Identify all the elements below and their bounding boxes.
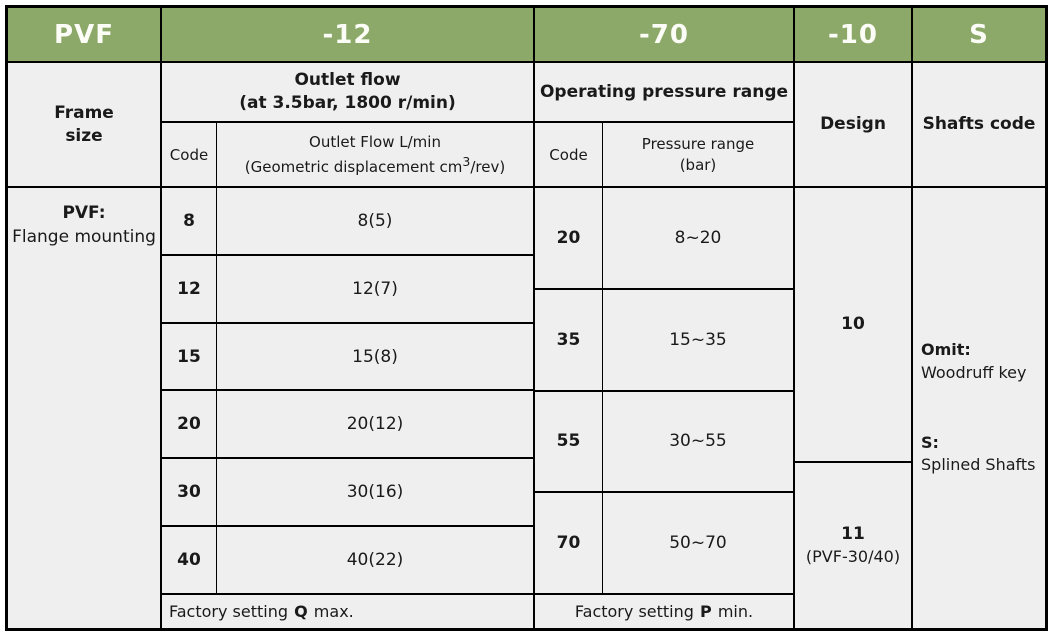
shaft-code-splined: S: — [921, 433, 939, 452]
shafts-options-cell: Omit: Woodruff key S: Splined Shafts — [913, 188, 1045, 628]
shaft-label-splined: Splined Shafts — [921, 455, 1036, 475]
model-code-pressure: -70 — [535, 8, 793, 63]
flow-value-column-header: Outlet Flow L/min (Geometric displacemen… — [217, 123, 533, 186]
flow-code-cell: 8 — [162, 188, 217, 254]
design-code-10: 10 — [841, 314, 865, 335]
pressure-data-rows: 20 8~20 35 15~35 55 30~55 70 50~70 — [535, 188, 793, 595]
pvf-model-code-table: PVF Frame size PVF: Flange mounting -12 … — [5, 5, 1048, 631]
shaft-option-splined: S: Splined Shafts — [921, 432, 1045, 477]
pressure-range-header-line2: (bar) — [679, 155, 717, 174]
flow-row: 15 15(8) — [162, 323, 533, 392]
shaft-label-omit: Woodruff key — [921, 362, 1027, 382]
design-note-11: (PVF-30/40) — [805, 547, 901, 567]
shafts-code-header: Shafts code — [913, 63, 1045, 188]
frame-size-header: Frame size — [8, 63, 160, 188]
model-code-flow: -12 — [162, 8, 533, 63]
design-option-10: 10 — [795, 188, 911, 463]
flow-value-cell: 15(8) — [352, 346, 398, 367]
column-frame-size: PVF Frame size PVF: Flange mounting — [8, 8, 162, 628]
model-code-design: -10 — [795, 8, 911, 63]
frame-size-header-line1: Frame — [54, 102, 114, 123]
column-pressure-range: -70 Operating pressure range Code Pressu… — [535, 8, 795, 628]
flow-value-cell: 40(22) — [346, 550, 404, 571]
pressure-range-cell: 30~55 — [669, 431, 727, 452]
flow-code-cell: 12 — [162, 255, 217, 322]
flow-value-cell: 20(12) — [346, 414, 404, 435]
flow-code-column-header: Code — [162, 123, 217, 186]
frame-mounting-cell: PVF: Flange mounting — [8, 188, 160, 628]
pressure-range-cell: 8~20 — [674, 227, 722, 248]
outlet-flow-header-line1: Outlet flow — [294, 70, 401, 91]
design-option-11: 11 (PVF-30/40) — [795, 463, 911, 628]
pressure-range-header-line1: Pressure range — [641, 134, 755, 153]
design-header: Design — [795, 63, 911, 188]
pressure-code-cell: 20 — [535, 188, 603, 288]
flow-data-rows: 8 8(5) 12 12(7) 15 15(8) 20 20(12) 30 30… — [162, 188, 533, 595]
frame-mounting-code: PVF: — [62, 203, 106, 223]
flow-row: 20 20(12) — [162, 391, 533, 460]
flow-row: 40 40(22) — [162, 527, 533, 595]
outlet-flow-header-line2: (at 3.5bar, 1800 r/min) — [239, 93, 456, 113]
flow-code-cell: 15 — [162, 323, 217, 390]
flow-value-cell: 8(5) — [357, 210, 393, 231]
pressure-range-cell: 50~70 — [669, 533, 727, 554]
flow-factory-setting: Factory setting Q max. — [169, 602, 354, 621]
flow-row: 12 12(7) — [162, 255, 533, 324]
pressure-row: 20 8~20 — [535, 188, 793, 290]
pressure-range-cell: 15~35 — [669, 329, 727, 350]
column-design: -10 Design 10 11 (PVF-30/40) — [795, 8, 913, 628]
pressure-row: 70 50~70 — [535, 493, 793, 595]
frame-mounting-label: Flange mounting — [12, 226, 156, 247]
pressure-subheader-row: Code Pressure range (bar) — [535, 123, 793, 188]
pressure-row: 35 15~35 — [535, 289, 793, 392]
pressure-range-column-header: Pressure range (bar) — [603, 123, 793, 186]
outlet-flow-subheader-row: Code Outlet Flow L/min (Geometric displa… — [162, 123, 533, 188]
shaft-option-omit: Omit: Woodruff key — [921, 339, 1045, 384]
column-outlet-flow: -12 Outlet flow (at 3.5bar, 1800 r/min) … — [162, 8, 535, 628]
flow-value-cell: 12(7) — [352, 278, 398, 299]
frame-size-header-line2: size — [65, 125, 103, 146]
pressure-factory-setting: Factory setting P min. — [574, 602, 754, 621]
superscript-3: 3 — [462, 153, 471, 169]
pressure-code-cell: 70 — [535, 493, 603, 593]
pressure-range-header: Operating pressure range — [535, 63, 793, 123]
pressure-code-cell: 35 — [535, 289, 603, 390]
pressure-code-cell: 55 — [535, 391, 603, 492]
model-code-shafts: S — [913, 8, 1045, 63]
shaft-code-omit: Omit: — [921, 340, 971, 360]
model-code-frame: PVF — [8, 8, 160, 63]
flow-code-cell: 40 — [162, 527, 217, 593]
pressure-row: 55 30~55 — [535, 391, 793, 494]
column-shafts-code: S Shafts code Omit: Woodruff key S: Spli… — [913, 8, 1045, 628]
flow-code-cell: 30 — [162, 459, 217, 526]
design-code-11: 11 — [841, 524, 865, 545]
flow-code-cell: 20 — [162, 391, 217, 458]
flow-value-cell: 30(16) — [346, 482, 404, 503]
pressure-code-column-header: Code — [535, 123, 603, 186]
flow-value-header-line1: Outlet Flow L/min — [309, 132, 441, 151]
flow-value-header-line2: (Geometric displacement cm3/rev) — [244, 153, 506, 176]
flow-row: 30 30(16) — [162, 459, 533, 528]
outlet-flow-header: Outlet flow (at 3.5bar, 1800 r/min) — [162, 63, 533, 123]
flow-row: 8 8(5) — [162, 188, 533, 256]
